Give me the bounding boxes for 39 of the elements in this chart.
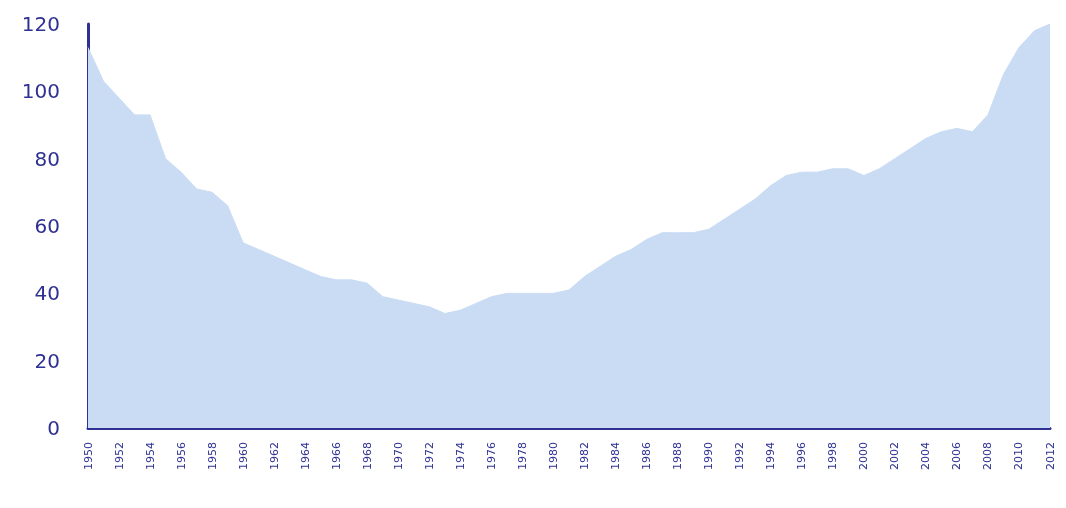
x-tick-label: 1978: [515, 442, 529, 470]
x-tick-label: 1954: [143, 442, 157, 470]
x-tick-label: 1976: [484, 442, 498, 470]
y-tick-label: 60: [34, 214, 60, 238]
x-tick-label: 2006: [950, 442, 964, 470]
x-tick-label: 1974: [453, 442, 467, 470]
x-tick-label: 2010: [1012, 442, 1026, 470]
x-tick-label: 1980: [546, 442, 560, 470]
x-tick-label: 1960: [236, 442, 250, 470]
y-tick-label: 120: [21, 12, 60, 36]
x-tick-label: 1986: [640, 442, 654, 470]
x-tick-label: 1968: [360, 442, 374, 470]
y-tick-label: 20: [34, 348, 60, 373]
x-tick-label: 1990: [702, 442, 716, 470]
x-tick-label: 1962: [267, 442, 281, 470]
x-tick-label: 2012: [1043, 442, 1057, 470]
x-tick-label: 1996: [795, 442, 809, 470]
y-tick-label: 80: [34, 146, 60, 171]
x-tick-label: 1988: [671, 442, 685, 470]
x-tick-label: 1950: [81, 442, 95, 470]
x-tick-label: 2002: [888, 442, 902, 470]
x-tick-label: 2004: [919, 442, 933, 470]
x-tick-label: 1992: [733, 442, 747, 470]
x-tick-label: 1994: [764, 442, 778, 470]
x-tick-label: 2000: [857, 442, 871, 470]
y-tick-label: 0: [47, 416, 60, 440]
y-tick-label: 100: [21, 79, 60, 104]
x-tick-label: 1964: [298, 442, 312, 470]
x-tick-label: 2008: [981, 442, 995, 470]
x-tick-label: 1984: [609, 442, 623, 470]
x-tick-label: 1998: [826, 442, 840, 470]
x-tick-label: 1970: [391, 442, 405, 470]
y-tick-label: 40: [34, 281, 60, 306]
x-tick-label: 1952: [112, 442, 126, 470]
x-tick-label: 1966: [329, 442, 343, 470]
x-tick-label: 1982: [578, 442, 592, 470]
x-tick-label: 1956: [174, 442, 188, 470]
x-tick-label: 1958: [205, 442, 219, 470]
x-tick-label: 1972: [422, 442, 436, 470]
